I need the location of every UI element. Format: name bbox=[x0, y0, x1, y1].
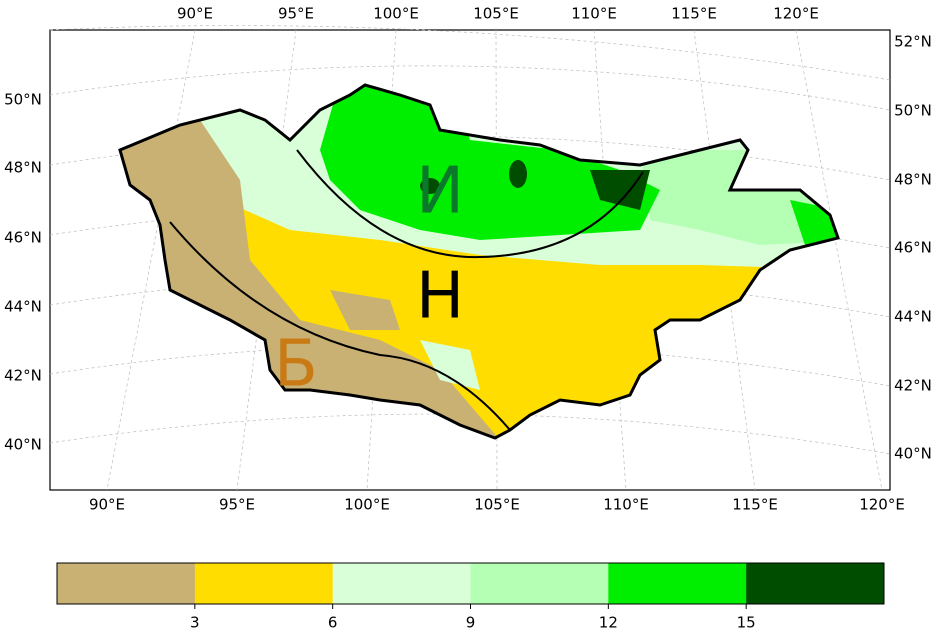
lat-label: 48°N bbox=[894, 171, 932, 189]
lon-label: 120°E bbox=[773, 5, 819, 23]
colorbar-segment bbox=[470, 563, 609, 604]
lat-label: 50°N bbox=[894, 102, 932, 120]
colorbar-segment bbox=[746, 563, 885, 604]
region-label: И bbox=[416, 155, 464, 229]
zone-boundary bbox=[296, 149, 644, 259]
lon-label: 105°E bbox=[473, 5, 519, 23]
lat-label: 40°N bbox=[4, 436, 42, 454]
lat-label: 50°N bbox=[4, 91, 42, 109]
zone bbox=[330, 290, 400, 330]
lat-label: 52°N bbox=[894, 33, 932, 51]
graticule-labels: 90°E 95°E 100°E 105°E 110°E 115°E 120°E 90°E 95°… bbox=[4, 5, 932, 514]
zone-boundary bbox=[169, 221, 511, 431]
lon-label: 115°E bbox=[732, 496, 778, 514]
colorbar-tick-label: 3 bbox=[190, 614, 200, 632]
colorbar: 3 6 9 12 15 bbox=[56, 562, 885, 632]
colorbar-tick-label: 15 bbox=[737, 614, 756, 632]
lat-label: 42°N bbox=[894, 377, 932, 395]
colorbar-tick-label: 12 bbox=[599, 614, 618, 632]
lat-label: 40°N bbox=[894, 445, 932, 463]
zone bbox=[420, 340, 480, 390]
lon-label: 120°E bbox=[859, 496, 905, 514]
lat-label: 44°N bbox=[4, 298, 42, 316]
colorbar-segment bbox=[608, 563, 747, 604]
region-label: Б bbox=[274, 328, 318, 402]
lon-label: 110°E bbox=[571, 5, 617, 23]
lon-label: 110°E bbox=[603, 496, 649, 514]
lon-label: 95°E bbox=[219, 496, 255, 514]
colorbar-tick-label: 9 bbox=[466, 614, 476, 632]
lat-label: 48°N bbox=[4, 159, 42, 177]
lon-label: 100°E bbox=[344, 496, 390, 514]
zone bbox=[590, 170, 650, 210]
colorbar-tick-label: 6 bbox=[328, 614, 338, 632]
zone bbox=[120, 120, 500, 438]
lon-label: 90°E bbox=[89, 496, 125, 514]
lon-label: 90°E bbox=[177, 5, 213, 23]
colorbar-segment bbox=[194, 563, 334, 604]
lon-label: 100°E bbox=[373, 5, 419, 23]
lon-label: 115°E bbox=[671, 5, 717, 23]
zone bbox=[509, 160, 527, 188]
lon-label: 105°E bbox=[474, 496, 520, 514]
lat-label: 44°N bbox=[894, 308, 932, 326]
lon-label: 95°E bbox=[278, 5, 314, 23]
region-label: Н bbox=[416, 260, 464, 334]
lat-label: 46°N bbox=[894, 239, 932, 257]
colorbar-segment bbox=[332, 563, 471, 604]
colorbar-segment bbox=[57, 563, 196, 604]
lat-label: 46°N bbox=[4, 229, 42, 247]
lat-label: 42°N bbox=[4, 367, 42, 385]
zone bbox=[420, 178, 440, 194]
zone bbox=[320, 85, 660, 240]
